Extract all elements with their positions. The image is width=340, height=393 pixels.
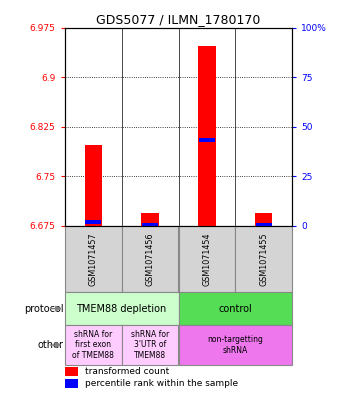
Bar <box>199 46 216 226</box>
Text: transformed count: transformed count <box>85 367 169 376</box>
Title: GDS5077 / ILMN_1780170: GDS5077 / ILMN_1780170 <box>96 13 261 26</box>
Bar <box>121 325 178 365</box>
Bar <box>256 223 272 226</box>
Text: TMEM88 depletion: TMEM88 depletion <box>76 304 167 314</box>
Text: GSM1071454: GSM1071454 <box>203 232 211 286</box>
Bar <box>141 213 158 226</box>
Text: GSM1071456: GSM1071456 <box>146 232 154 286</box>
Bar <box>255 213 272 226</box>
Text: shRNA for
3'UTR of
TMEM88: shRNA for 3'UTR of TMEM88 <box>131 330 169 360</box>
Bar <box>65 292 178 325</box>
Bar <box>142 223 158 226</box>
Bar <box>121 226 178 292</box>
Bar <box>85 145 102 226</box>
Text: GSM1071455: GSM1071455 <box>259 232 268 286</box>
Bar <box>65 367 78 376</box>
Bar <box>65 379 78 388</box>
Bar <box>65 226 121 292</box>
Text: GSM1071457: GSM1071457 <box>89 232 98 286</box>
Bar <box>178 325 292 365</box>
Bar <box>178 226 235 292</box>
Bar <box>199 138 215 141</box>
Text: shRNA for
first exon
of TMEM88: shRNA for first exon of TMEM88 <box>72 330 114 360</box>
Text: other: other <box>37 340 64 350</box>
Text: non-targetting
shRNA: non-targetting shRNA <box>207 335 264 354</box>
Bar <box>235 226 292 292</box>
Text: control: control <box>219 304 252 314</box>
Text: percentile rank within the sample: percentile rank within the sample <box>85 379 238 388</box>
Bar <box>85 220 101 224</box>
Text: protocol: protocol <box>24 304 64 314</box>
Bar <box>178 292 292 325</box>
Bar <box>65 325 121 365</box>
